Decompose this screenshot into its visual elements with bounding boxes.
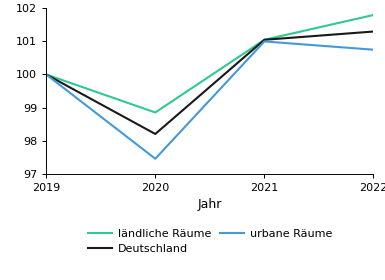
Legend: ländliche Räume, Deutschland, urbane Räume: ländliche Räume, Deutschland, urbane Räu…: [87, 229, 332, 254]
X-axis label: Jahr: Jahr: [198, 198, 222, 211]
